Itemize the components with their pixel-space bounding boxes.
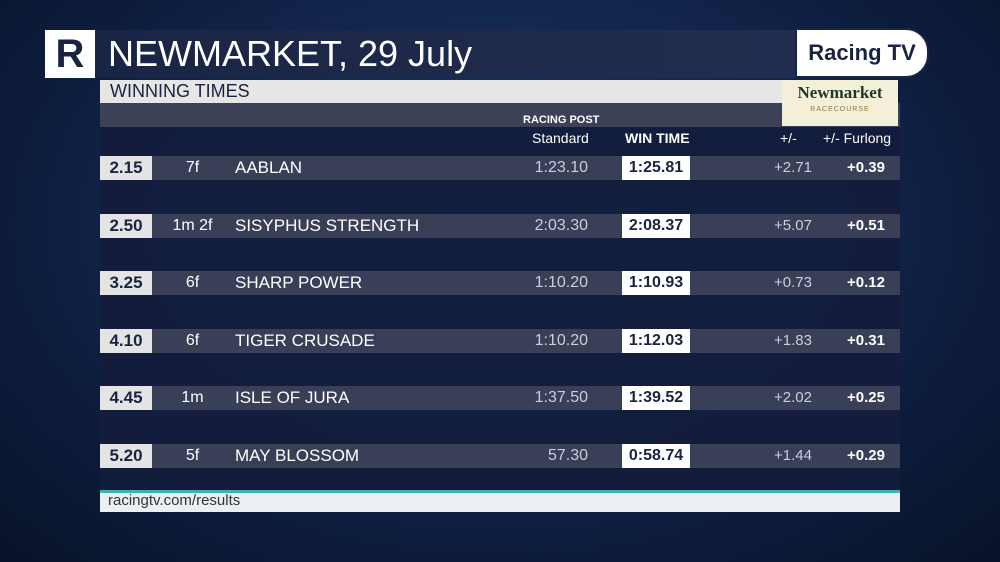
distance: 5f: [185, 447, 200, 464]
row-bar: [100, 213, 900, 238]
race-time: 4.45: [100, 386, 152, 411]
header-strip: [100, 103, 900, 127]
row-bar: [100, 328, 900, 353]
furlong: +0.29: [847, 447, 885, 464]
standard: 1:10.20: [534, 274, 588, 292]
column-header: +/-: [780, 130, 797, 146]
diff: +2.02: [774, 389, 812, 407]
win-time: 2:08.37: [622, 213, 690, 238]
race-time: 3.25: [100, 271, 152, 296]
column-header: Standard: [532, 130, 589, 146]
horse: AABLAN: [235, 158, 303, 177]
horse: ISLE OF JURA: [235, 388, 350, 408]
horse: SHARP POWER: [235, 273, 363, 293]
column-header: +/- Furlong: [823, 130, 892, 146]
title: NEWMARKET, 29 July: [108, 33, 473, 74]
standard: 1:10.20: [534, 331, 588, 349]
furlong: +0.39: [847, 159, 885, 176]
course-sub: RACECOURSE: [810, 106, 870, 113]
title-bar: [95, 30, 795, 78]
standard: 1:23.10: [534, 159, 588, 176]
standard: 2:03.30: [534, 216, 588, 234]
subtitle-bar: [100, 80, 782, 103]
footer-url: racingtv.com/results: [108, 492, 241, 509]
furlong: +0.25: [847, 389, 885, 407]
race-time: 5.20: [100, 444, 152, 468]
standard: 1:37.50: [534, 389, 588, 407]
footer-bar: [100, 490, 900, 512]
distance: 1m: [181, 389, 204, 407]
horse: TIGER CRUSADE: [235, 330, 375, 350]
standard: 57.30: [547, 447, 588, 464]
distance: 1m 2f: [172, 216, 213, 234]
brand: Racing TV: [795, 28, 929, 78]
subtitle: WINNING TIMES: [110, 81, 250, 101]
win-time: 1:25.81: [622, 156, 690, 180]
distance: 7f: [185, 159, 200, 176]
diff: +2.71: [774, 159, 812, 176]
sponsor: RACING POST: [523, 114, 600, 126]
furlong: +0.12: [847, 274, 885, 292]
furlong: +0.31: [847, 331, 885, 349]
diff: +1.83: [774, 331, 812, 349]
race-time: 2.15: [100, 156, 152, 180]
diff: +1.44: [774, 447, 812, 464]
course-logo: Newmarket: [797, 83, 883, 102]
distance: 6f: [185, 331, 200, 349]
win-time: 0:58.74: [622, 444, 690, 468]
diff: +5.07: [774, 216, 812, 234]
logo: R: [45, 30, 95, 78]
furlong: +0.51: [847, 216, 885, 234]
diff: +0.73: [774, 274, 812, 292]
row-bar: [100, 271, 900, 296]
row-bar: [100, 444, 900, 468]
row-bar: [100, 156, 900, 180]
column-header: WIN TIME: [625, 130, 690, 146]
race-time: 2.50: [100, 213, 152, 238]
course-logo-box: Newmarket RACECOURSE: [782, 80, 898, 126]
win-time: 1:39.52: [622, 386, 690, 411]
win-time: 1:12.03: [622, 328, 690, 353]
horse: SISYPHUS STRENGTH: [235, 215, 420, 235]
win-time: 1:10.93: [622, 271, 690, 296]
race-time: 4.10: [100, 328, 152, 353]
panel: [100, 80, 900, 512]
row-bar: [100, 386, 900, 411]
distance: 6f: [185, 274, 200, 292]
horse: MAY BLOSSOM: [235, 446, 360, 465]
